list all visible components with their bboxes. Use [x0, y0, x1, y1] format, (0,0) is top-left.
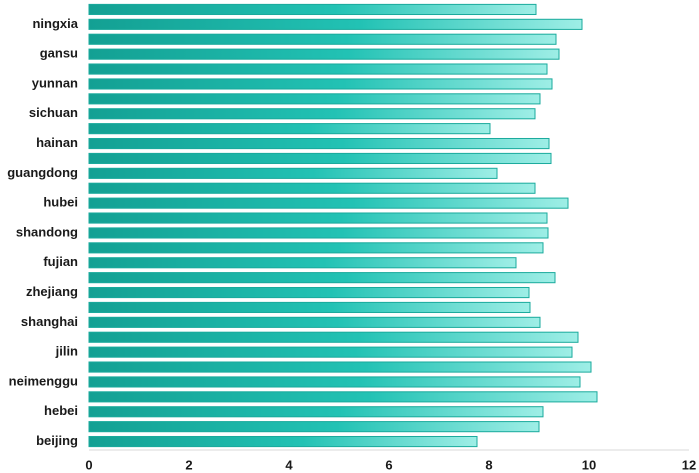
- x-tick-label: 6: [385, 457, 392, 472]
- bar: [88, 331, 579, 343]
- bar: [88, 78, 553, 90]
- y-tick-label: shandong: [16, 224, 78, 239]
- y-tick-label: hebei: [44, 403, 78, 418]
- bar: [88, 212, 548, 224]
- y-tick-label: hainan: [36, 135, 78, 150]
- bar: [88, 435, 478, 448]
- bar: [88, 63, 548, 75]
- y-tick-label: jilin: [55, 344, 78, 359]
- bar: [88, 3, 537, 16]
- bar: [88, 182, 536, 194]
- bar: [88, 257, 517, 269]
- bar: [88, 361, 592, 373]
- bar: [88, 406, 544, 418]
- y-tick-label: fujian: [43, 254, 78, 269]
- y-tick-label: zhejiang: [26, 284, 78, 299]
- bar: [88, 48, 560, 60]
- x-tick-label: 12: [682, 457, 696, 472]
- bar: [88, 167, 498, 179]
- bar: [88, 301, 531, 314]
- x-tick-label: 0: [85, 457, 92, 472]
- bar: [88, 152, 552, 165]
- bar: [88, 421, 540, 433]
- bar: [88, 33, 557, 45]
- bar: [88, 242, 544, 254]
- bar: [88, 137, 550, 150]
- bar: [88, 316, 541, 328]
- y-tick-label: beijing: [36, 433, 78, 448]
- bar: [88, 93, 541, 105]
- bar: [88, 376, 581, 388]
- y-tick-label: hubei: [43, 195, 78, 210]
- bar: [88, 346, 573, 358]
- y-tick-label: yunnan: [32, 75, 78, 90]
- y-tick-label: neimenggu: [9, 373, 78, 388]
- bar: [88, 391, 598, 403]
- y-tick-label: sichuan: [29, 105, 78, 120]
- y-tick-label: guangdong: [7, 165, 78, 180]
- bar: [88, 108, 536, 120]
- bar: [88, 272, 556, 284]
- x-tick-label: 10: [582, 457, 596, 472]
- x-tick-label: 4: [285, 457, 293, 472]
- y-tick-label: ningxia: [32, 16, 78, 31]
- bar: [88, 123, 491, 135]
- bar: [88, 18, 583, 30]
- x-tick-label: 2: [185, 457, 192, 472]
- x-tick-label: 8: [485, 457, 492, 472]
- bar: [88, 197, 569, 209]
- bar: [88, 227, 549, 239]
- y-tick-label: gansu: [40, 46, 78, 61]
- y-tick-label: shanghai: [21, 314, 78, 329]
- bar: [88, 286, 530, 299]
